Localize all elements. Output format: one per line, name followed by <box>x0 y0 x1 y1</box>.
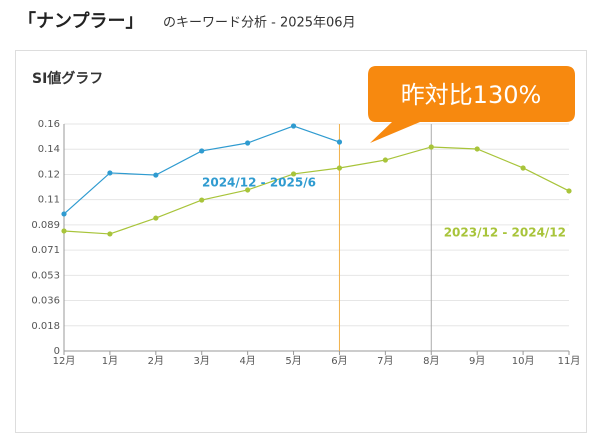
callout-text: 昨対比130% <box>401 81 542 109</box>
x-tick-label: 4月 <box>239 355 255 367</box>
x-tick-label: 2月 <box>148 355 164 367</box>
point <box>61 211 67 217</box>
y-tick-label: 0.11 <box>38 195 60 206</box>
point <box>199 197 205 203</box>
y-tick-label: 0.12 <box>38 169 60 180</box>
point <box>566 188 572 194</box>
page-title: 「ナンプラー」 <box>18 10 143 32</box>
y-tick-label: 0.089 <box>31 220 60 231</box>
x-tick-label: 7月 <box>377 355 393 367</box>
series-line <box>63 146 570 235</box>
x-tick-label: 11月 <box>558 355 581 367</box>
point <box>61 228 67 234</box>
point <box>245 187 251 193</box>
y-tick-label: 0.14 <box>38 144 60 155</box>
y-tick-label: 0.071 <box>31 245 60 256</box>
point <box>336 139 343 145</box>
x-tick-label: 12月 <box>53 355 76 367</box>
point <box>520 165 526 171</box>
point <box>107 170 113 176</box>
point <box>336 165 343 171</box>
series-label: 2023/12 - 2024/12 <box>444 226 566 240</box>
plot: 0 0.018 0.036 0.053 0.071 0.089 0.11 0.12 0.14 0.… <box>31 119 580 367</box>
page-subtitle: のキーワード分析 - 2025年06月 <box>163 16 356 31</box>
y-tick-label: 0.036 <box>31 296 60 307</box>
x-tick-label: 9月 <box>469 355 485 367</box>
point <box>153 215 159 221</box>
y-tick-label: 0.053 <box>31 270 60 281</box>
point <box>474 146 480 152</box>
point <box>107 231 113 237</box>
point <box>199 148 205 154</box>
x-tick-label: 6月 <box>331 355 347 367</box>
series-label: 2024/12 - 2025/6 <box>202 176 316 190</box>
chart-title: SI値グラフ <box>32 70 103 87</box>
x-tick-label: 5月 <box>285 355 301 367</box>
point <box>428 144 434 150</box>
x-tick-label: 3月 <box>194 355 210 367</box>
x-tick-label: 8月 <box>423 355 439 367</box>
x-tick-label: 1月 <box>102 355 118 367</box>
y-tick-label: 0.018 <box>31 321 60 332</box>
x-tick-label: 10月 <box>512 355 535 367</box>
callout-bubble <box>368 66 575 143</box>
point <box>153 172 159 178</box>
y-tick-label: 0 <box>54 346 60 357</box>
point <box>290 171 297 177</box>
point <box>382 157 388 163</box>
y-tick-label: 0.16 <box>38 119 60 130</box>
point <box>290 123 297 129</box>
point <box>245 140 251 146</box>
